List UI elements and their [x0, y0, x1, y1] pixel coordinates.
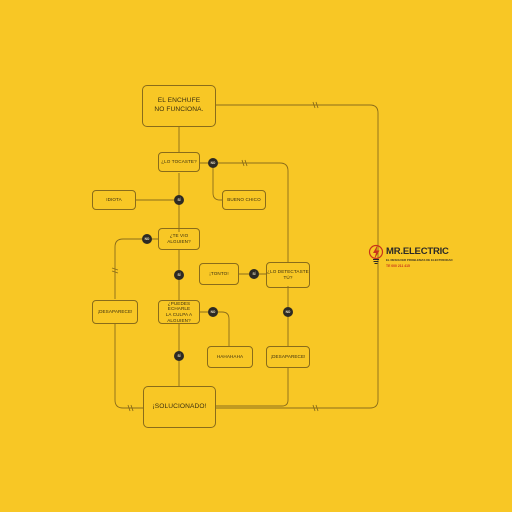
connector-tocaste-detectaste	[199, 162, 289, 262]
line-break-mark	[111, 267, 119, 274]
node-idiota[interactable]: IDIOTA	[92, 190, 136, 210]
node-echarle-culpa[interactable]: ¿PUEDES ECHARLE LA CULPA A ALGUIEN?	[158, 300, 200, 324]
badge-si: SÍ	[249, 269, 259, 279]
node-te-vio[interactable]: ¿TE VIO ALGUIEN?	[158, 228, 200, 250]
node-desaparece-left[interactable]: ¡DESAPARECE!	[92, 300, 138, 324]
brand-name: MR.ELECTRIC	[386, 246, 449, 257]
badge-si: SÍ	[174, 351, 184, 361]
badge-si: SÍ	[174, 195, 184, 205]
connector-desap-right-sol	[216, 367, 289, 407]
node-solucionado[interactable]: ¡SOLUCIONADO!	[143, 386, 216, 428]
connector-echar-no	[200, 311, 230, 346]
node-detectaste[interactable]: ¿LO DETECTASTE TÚ?	[266, 262, 310, 288]
node-tocaste[interactable]: ¿LO TOCASTE?	[158, 152, 200, 172]
lightbulb-bolt-icon	[368, 244, 384, 264]
badge-no: NO	[142, 234, 152, 244]
brand-phone: TE 000 211 415	[386, 264, 410, 268]
connector-tevio-no	[114, 238, 158, 299]
node-hahahaha[interactable]: HAHAHAHA	[207, 346, 253, 368]
node-desaparece-right[interactable]: ¡DESAPARECE!	[266, 346, 310, 368]
badge-no: NO	[208, 307, 218, 317]
badge-no: NO	[283, 307, 293, 317]
line-break-mark	[312, 404, 319, 412]
badge-si: SÍ	[174, 270, 184, 280]
line-break-mark	[127, 404, 134, 412]
node-el-enchufe[interactable]: EL ENCHUFE NO FUNCIONA.	[142, 85, 216, 127]
line-break-mark	[241, 159, 248, 167]
brand-block: MR.ELECTRIC EL RESOLVER PROBLEMAS DE ELE…	[368, 242, 458, 282]
node-tonto[interactable]: ¡TONTO!	[199, 263, 239, 285]
connector-enchufe-loop	[216, 104, 379, 409]
brand-tagline: EL RESOLVER PROBLEMAS DE ELECTRICIDAD	[386, 258, 453, 262]
connector-desap-left-sol	[114, 324, 143, 409]
line-break-mark	[312, 101, 319, 109]
badge-no: NO	[208, 158, 218, 168]
connector-no-bueno	[212, 168, 222, 201]
node-bueno-chico[interactable]: BUENO CHICO	[222, 190, 266, 210]
